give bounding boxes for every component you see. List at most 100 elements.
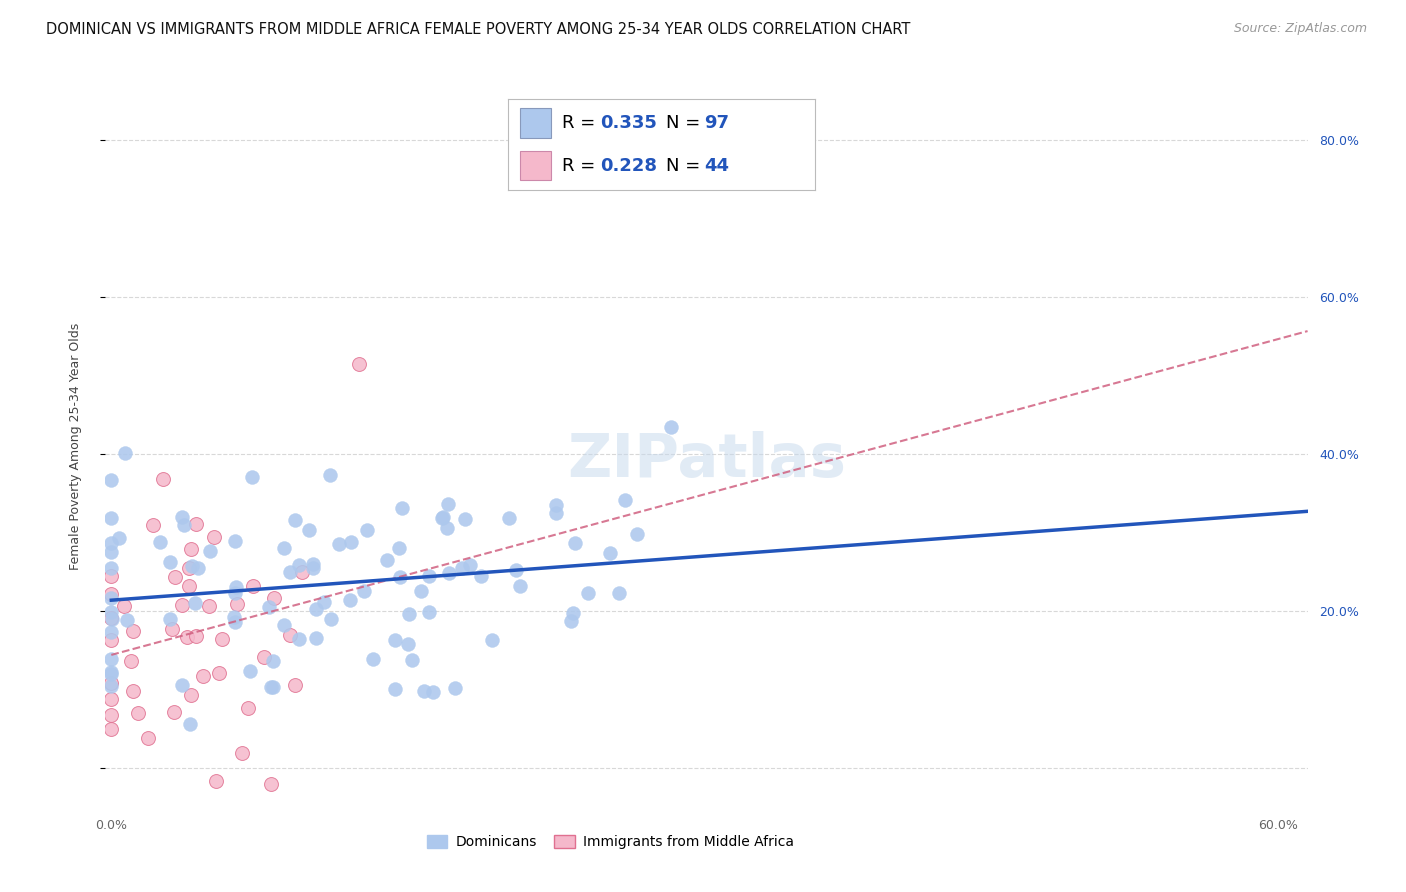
Point (180, 541, 202, 556)
Point (614, 493, 637, 508)
Point (318, 468, 340, 483)
Point (305, 632, 328, 646)
Point (418, 569, 440, 583)
Point (122, 624, 145, 638)
Point (253, 650, 276, 665)
Point (458, 558, 481, 573)
Point (100, 708, 122, 723)
Point (173, 517, 195, 532)
Point (340, 535, 363, 549)
Point (101, 611, 124, 625)
Point (437, 497, 460, 511)
Point (291, 565, 314, 579)
Point (100, 652, 122, 666)
Point (179, 579, 201, 593)
Point (278, 628, 301, 642)
Point (100, 692, 122, 706)
Point (208, 666, 231, 681)
Point (180, 559, 202, 574)
Point (184, 517, 207, 532)
Point (205, 773, 228, 788)
Point (162, 622, 184, 636)
Point (100, 560, 122, 574)
Text: DOMINICAN VS IMMIGRANTS FROM MIDDLE AFRICA FEMALE POVERTY AMONG 25-34 YEAR OLDS : DOMINICAN VS IMMIGRANTS FROM MIDDLE AFRI… (46, 22, 911, 37)
Point (509, 579, 531, 593)
Point (437, 566, 460, 580)
Point (301, 558, 323, 572)
Point (398, 607, 420, 622)
Point (100, 536, 122, 550)
Point (432, 511, 454, 525)
Point (470, 568, 492, 582)
Point (179, 716, 201, 731)
Point (319, 612, 342, 626)
Point (100, 665, 122, 680)
Point (301, 561, 323, 575)
Point (560, 614, 582, 628)
Point (184, 596, 207, 610)
Point (626, 527, 648, 541)
Point (152, 472, 174, 486)
Point (114, 446, 136, 460)
Text: ZIPatlas: ZIPatlas (567, 431, 846, 490)
Point (100, 611, 122, 625)
Point (117, 613, 139, 627)
Point (498, 511, 520, 525)
Point (100, 545, 122, 559)
Point (121, 684, 143, 698)
Point (100, 676, 122, 690)
Point (396, 637, 419, 651)
Point (149, 534, 172, 549)
Legend: Dominicans, Immigrants from Middle Africa: Dominicans, Immigrants from Middle Afric… (422, 829, 800, 855)
Point (280, 565, 302, 579)
Point (564, 535, 586, 549)
Point (454, 511, 477, 525)
Point (283, 677, 305, 691)
Point (100, 591, 122, 605)
Point (180, 688, 202, 702)
Point (239, 665, 262, 679)
Point (576, 586, 599, 600)
Point (546, 507, 568, 521)
Point (375, 553, 398, 567)
Point (384, 682, 406, 697)
Point (242, 579, 264, 593)
Point (100, 605, 122, 619)
Point (259, 600, 281, 615)
Point (339, 592, 361, 607)
Point (356, 524, 378, 538)
Point (100, 624, 122, 639)
Point (288, 632, 311, 646)
Point (112, 599, 135, 613)
Point (288, 558, 311, 572)
Point (224, 586, 246, 600)
Point (389, 570, 412, 584)
Point (225, 597, 247, 611)
Point (413, 684, 436, 698)
Point (353, 583, 375, 598)
Point (262, 681, 284, 695)
Point (211, 632, 233, 647)
Point (284, 513, 307, 527)
Point (231, 746, 253, 760)
Point (422, 685, 444, 699)
Point (451, 561, 474, 575)
Point (481, 633, 503, 648)
Point (100, 587, 122, 601)
Point (100, 723, 122, 737)
Point (172, 678, 194, 692)
Point (659, 420, 682, 434)
Point (187, 560, 209, 574)
Point (298, 523, 321, 537)
Point (176, 630, 198, 644)
Point (222, 610, 245, 624)
Y-axis label: Female Poverty Among 25-34 Year Olds: Female Poverty Among 25-34 Year Olds (69, 322, 82, 570)
Point (198, 544, 221, 558)
Point (177, 561, 200, 575)
Point (100, 473, 122, 487)
Point (184, 629, 207, 643)
Point (388, 541, 411, 555)
Point (108, 531, 131, 545)
Point (328, 536, 350, 550)
Point (418, 605, 440, 619)
